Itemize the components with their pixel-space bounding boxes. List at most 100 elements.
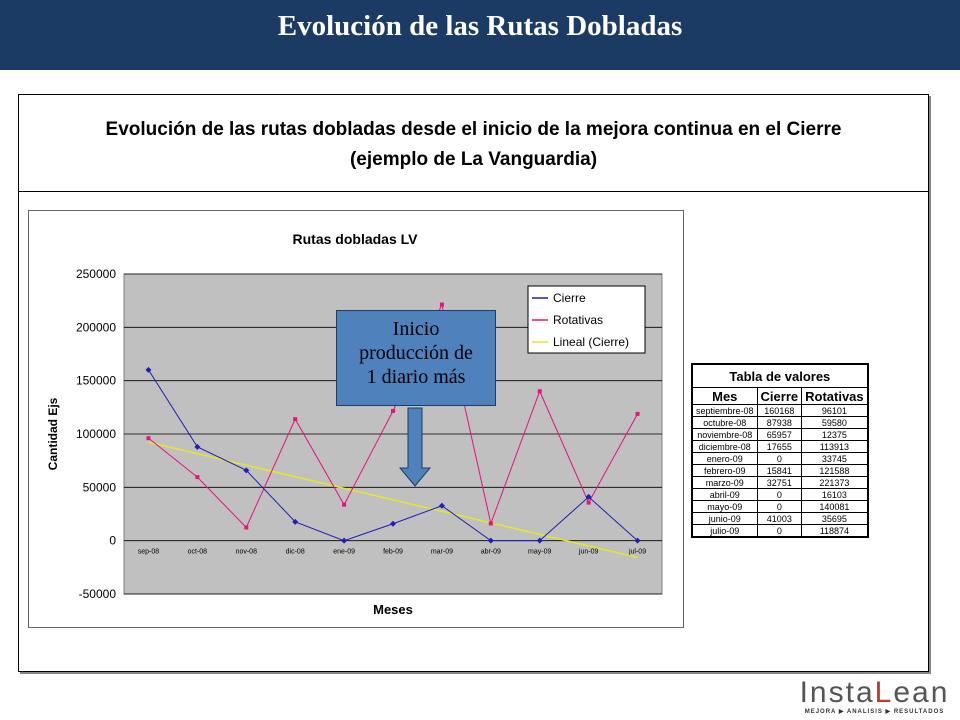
table-cell: 0 (756, 500, 803, 513)
table-cell: junio-09 (691, 512, 758, 525)
table-cell: 65957 (756, 428, 803, 441)
table-cell: 121588 (801, 464, 869, 477)
frame-title: Evolución de las rutas dobladas desde el… (19, 95, 928, 192)
x-tick-label: nov-08 (236, 549, 258, 556)
legend-label: Lineal (Cierre) (553, 335, 629, 349)
data-point (586, 500, 591, 505)
callout-line3: 1 diario más (366, 366, 466, 388)
table-cell: 140081 (801, 500, 869, 513)
table-cell: 118874 (801, 524, 869, 538)
y-tick-label: 200000 (76, 320, 116, 334)
table-row: abril-09 0 16103 (691, 488, 869, 501)
y-tick-label: 250000 (76, 267, 116, 281)
table-cell: febrero-09 (691, 464, 758, 477)
table-row: mayo-09 0 140081 (691, 500, 869, 513)
data-point (487, 537, 494, 544)
table-row: septiembre-08 160168 96101 (691, 404, 869, 417)
data-point (244, 525, 249, 530)
callout-box: Inicio producción de 1 diario más (336, 310, 496, 406)
x-axis-label: Meses (373, 602, 413, 617)
table-cell: mayo-09 (691, 500, 758, 513)
legend-label: Cierre (553, 291, 586, 305)
data-point (634, 537, 641, 544)
table-cell: enero-09 (691, 452, 758, 465)
frame-title-line2: (ejemplo de La Vanguardia) (349, 149, 598, 170)
data-point (391, 408, 395, 413)
legend-label: Rotativas (553, 313, 603, 327)
table-cell: 113913 (801, 440, 869, 453)
table-caption: Tabla de valores (691, 363, 869, 388)
data-point (194, 443, 201, 450)
table-row: enero-09 0 33745 (691, 452, 869, 465)
table-cell: 160168 (756, 404, 803, 417)
data-point (342, 502, 347, 507)
data-point (145, 366, 152, 373)
table-cell: 87938 (756, 416, 803, 429)
table-row: julio-09 0 118874 (691, 524, 869, 538)
data-point (439, 302, 444, 307)
data-point (243, 467, 250, 474)
frame-title-line1: Evolución de las rutas dobladas desde el… (105, 119, 842, 140)
data-point (537, 389, 542, 394)
y-tick-label: 50000 (83, 480, 117, 494)
data-point (341, 537, 348, 544)
table-cell: 0 (756, 488, 803, 501)
down-arrow-icon (398, 407, 432, 487)
x-tick-label: oct-08 (188, 549, 208, 556)
table-header: Cierre (756, 387, 803, 405)
x-tick-label: feb-09 (383, 549, 403, 556)
page-header: Evolución de las Rutas Dobladas (0, 0, 960, 70)
table-cell: 15841 (756, 464, 803, 477)
table-cell: 17655 (756, 440, 803, 453)
table-row: diciembre-08 17655 113913 (691, 440, 869, 453)
x-tick-label: may-09 (528, 549, 551, 556)
callout-line2: producción de (359, 342, 473, 364)
table-cell: 96101 (801, 404, 869, 417)
data-point (536, 537, 543, 544)
table-cell: 32751 (756, 476, 803, 489)
table-cell: 33745 (801, 452, 869, 465)
data-point (488, 521, 493, 526)
table-cell: 59580 (801, 416, 869, 429)
trendline-cierre (148, 441, 638, 559)
data-point (195, 475, 200, 480)
data-point (585, 493, 592, 500)
table-cell: septiembre-08 (691, 404, 758, 417)
values-table: Tabla de valores Mes Cierre Rotativas septie… (691, 363, 869, 538)
x-tick-label: mar-09 (431, 549, 453, 556)
data-point (292, 518, 299, 525)
content-frame: Evolución de las rutas dobladas desde el… (18, 94, 929, 672)
data-point (390, 520, 396, 527)
table-cell: 41003 (756, 512, 803, 525)
table-header: Rotativas (801, 387, 869, 405)
y-axis-label: Cantidad Ejs (46, 397, 60, 470)
y-tick-label: 150000 (76, 374, 116, 388)
data-point (146, 436, 151, 441)
data-point (635, 411, 640, 416)
y-tick-label: 100000 (76, 427, 116, 441)
table-row: octubre-08 87938 59580 (691, 416, 869, 429)
table-row: junio-09 41003 35695 (691, 512, 869, 525)
table-cell: 12375 (801, 428, 869, 441)
y-tick-label: -50000 (79, 587, 117, 601)
table-cell: 0 (756, 452, 803, 465)
page-title: Evolución de las Rutas Dobladas (277, 10, 683, 42)
table-cell: octubre-08 (691, 416, 758, 429)
x-tick-label: ene-09 (333, 549, 355, 556)
x-tick-label: jul-09 (628, 549, 646, 556)
data-point (438, 502, 445, 509)
y-tick-label: 0 (109, 534, 116, 548)
chart-title: Rutas dobladas LV (293, 231, 419, 247)
callout-line1: Inicio (392, 318, 440, 340)
instalean-logo: InstaLean MEJORA ▶ ANALISIS ▶ RESULTADOS (799, 676, 950, 716)
table-cell: julio-09 (691, 524, 758, 538)
table-cell: 221373 (801, 476, 869, 489)
x-tick-label: abr-09 (481, 549, 501, 556)
data-point (293, 417, 298, 422)
table-cell: abril-09 (691, 488, 758, 501)
x-tick-label: jun-09 (578, 549, 599, 556)
table-cell: 0 (756, 524, 803, 538)
table-row: febrero-09 15841 121588 (691, 464, 869, 477)
table-cell: diciembre-08 (691, 440, 758, 453)
table-cell: marzo-09 (691, 476, 758, 489)
